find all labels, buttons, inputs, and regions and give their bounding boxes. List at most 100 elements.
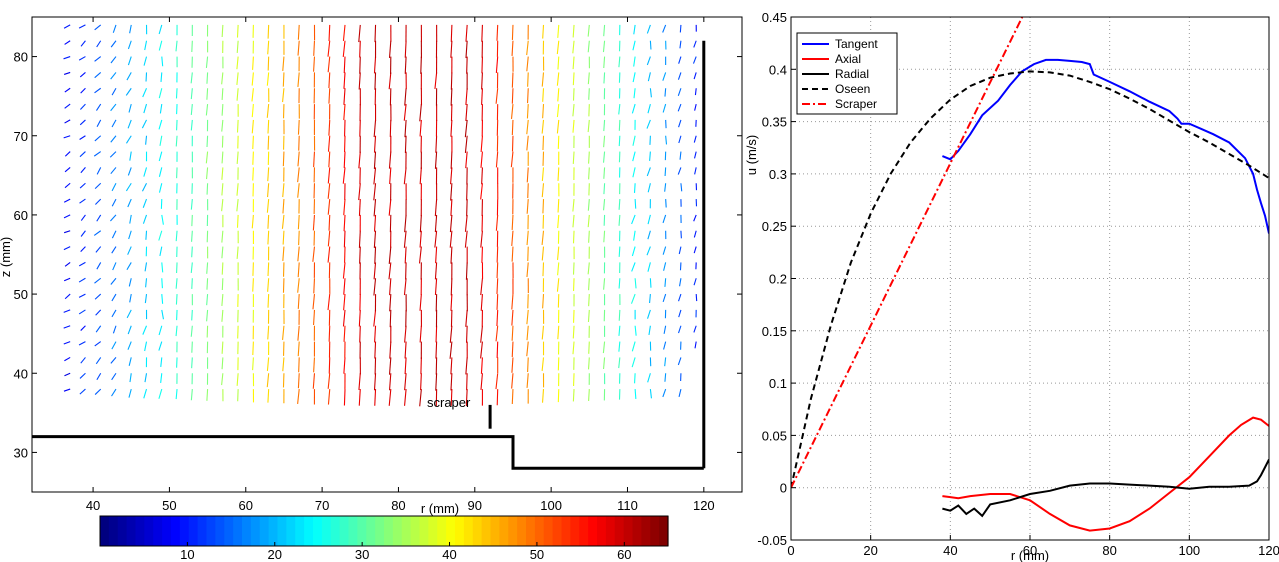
velocity-vector <box>127 119 132 129</box>
velocity-vector <box>511 40 514 56</box>
velocity-vector <box>572 230 575 244</box>
velocity-vector <box>618 309 621 321</box>
velocity-vector <box>79 372 86 379</box>
velocity-vector <box>572 262 575 275</box>
velocity-vector <box>343 230 346 248</box>
velocity-vector <box>634 373 636 384</box>
velocity-vector <box>236 40 239 53</box>
velocity-vector <box>435 246 438 264</box>
velocity-vector <box>557 56 560 70</box>
velocity-vector <box>450 24 453 42</box>
velocity-vector <box>80 325 86 331</box>
velocity-vector <box>327 135 331 152</box>
velocity-vector <box>373 56 377 74</box>
velocity-vector <box>587 40 590 53</box>
velocity-vector <box>236 56 239 70</box>
velocity-vector <box>435 373 438 391</box>
velocity-vector <box>79 119 86 126</box>
velocity-vector <box>145 230 148 240</box>
velocity-vector <box>80 246 86 253</box>
velocity-vector <box>328 88 331 104</box>
legend-label-axial: Axial <box>835 52 861 66</box>
velocity-vector <box>266 104 270 118</box>
velocity-vector <box>160 357 163 368</box>
velocity-vector <box>110 72 117 80</box>
velocity-vector <box>158 24 163 35</box>
velocity-vector <box>94 72 102 79</box>
line-x-tick-label: 80 <box>1102 543 1116 558</box>
velocity-vector <box>63 24 71 29</box>
velocity-vector <box>94 198 102 205</box>
velocity-vector <box>267 40 270 55</box>
velocity-vector <box>480 278 483 296</box>
velocity-vector <box>158 167 163 177</box>
velocity-vector <box>96 103 102 111</box>
quiver-x-tick-label: 40 <box>86 498 100 513</box>
velocity-vector <box>206 72 209 84</box>
velocity-vector <box>495 56 499 73</box>
velocity-vector <box>603 199 606 211</box>
velocity-vector <box>450 389 453 406</box>
velocity-vector <box>109 151 117 158</box>
colorbar-swatch <box>490 516 500 546</box>
velocity-vector <box>647 214 651 225</box>
velocity-vector <box>511 373 514 389</box>
velocity-vector <box>404 56 407 74</box>
velocity-vector <box>450 72 453 90</box>
velocity-vector <box>434 72 438 90</box>
velocity-vector <box>267 24 270 39</box>
velocity-vector <box>127 341 132 350</box>
velocity-vector <box>252 357 254 371</box>
velocity-vector <box>541 357 545 371</box>
line-y-tick-label: 0.2 <box>769 272 787 287</box>
velocity-vector <box>127 56 132 66</box>
velocity-vector <box>542 262 545 277</box>
velocity-vector <box>388 72 392 90</box>
velocity-vector <box>297 72 300 87</box>
velocity-vector <box>63 341 71 345</box>
velocity-vector <box>646 56 651 66</box>
velocity-vector <box>481 246 483 263</box>
velocity-vector <box>388 373 392 391</box>
velocity-vector <box>450 357 453 375</box>
velocity-vector <box>450 278 453 296</box>
velocity-vector <box>374 341 377 359</box>
velocity-vector <box>236 183 239 196</box>
velocity-vector <box>632 151 636 162</box>
velocity-vector <box>206 183 209 195</box>
velocity-vector <box>465 309 468 327</box>
velocity-vector <box>541 167 545 181</box>
velocity-vector <box>649 88 652 98</box>
velocity-vector <box>297 40 300 56</box>
velocity-vector <box>127 198 132 208</box>
velocity-vector <box>159 246 163 257</box>
legend-label-scraper: Scraper <box>835 97 877 111</box>
velocity-vector <box>572 325 575 339</box>
colorbar-swatch <box>321 516 332 546</box>
velocity-vector <box>327 230 331 247</box>
velocity-vector <box>618 357 621 369</box>
velocity-vector <box>434 199 438 217</box>
quiver-x-tick-label: 90 <box>468 498 482 513</box>
colorbar-swatch <box>250 516 261 546</box>
velocity-vector <box>587 214 590 228</box>
velocity-vector <box>298 357 300 373</box>
velocity-vector <box>633 183 636 193</box>
velocity-vector <box>64 40 71 45</box>
velocity-vector <box>526 104 529 119</box>
velocity-vector <box>404 119 407 138</box>
line-y-tick-label: 0.15 <box>762 324 787 339</box>
velocity-vector <box>297 183 300 198</box>
velocity-vector <box>111 341 117 350</box>
velocity-vector <box>693 325 697 333</box>
velocity-vector <box>190 88 193 100</box>
velocity-vector <box>450 294 453 311</box>
velocity-vector <box>282 88 285 103</box>
velocity-vector <box>94 388 102 395</box>
velocity-vector <box>495 88 499 104</box>
velocity-vector <box>542 135 545 151</box>
velocity-vector <box>496 24 499 41</box>
colorbar-swatch <box>375 516 385 546</box>
velocity-vector <box>665 199 667 208</box>
line-x-tick-label: 20 <box>863 543 877 558</box>
